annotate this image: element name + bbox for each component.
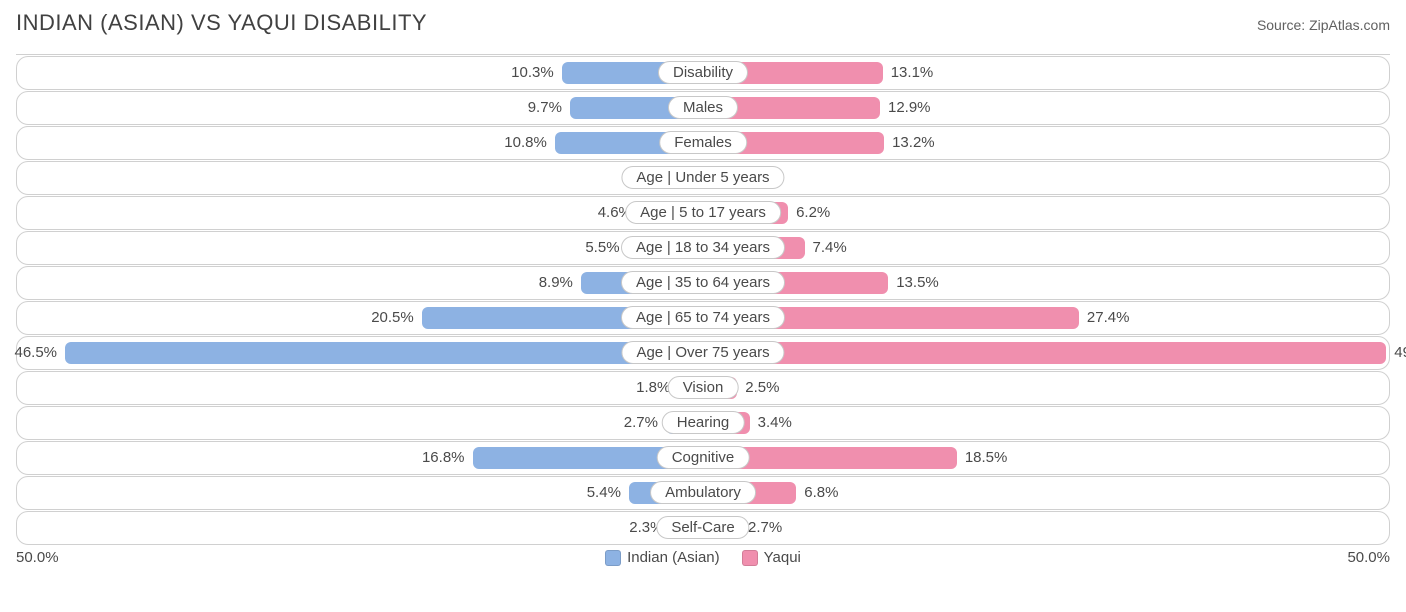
bar-right <box>703 342 1386 364</box>
category-label: Age | 18 to 34 years <box>621 236 785 259</box>
value-label-right: 18.5% <box>965 442 1008 476</box>
value-label-right: 49.8% <box>1394 337 1406 371</box>
value-label-right: 6.2% <box>796 197 830 231</box>
chart-row: 46.5%49.8%Age | Over 75 years <box>16 336 1390 370</box>
value-label-left: 9.7% <box>528 92 562 126</box>
value-label-right: 13.2% <box>892 127 935 161</box>
category-label: Cognitive <box>657 446 750 469</box>
value-label-left: 5.5% <box>585 232 619 266</box>
chart-rows: 10.3%13.1%Disability9.7%12.9%Males10.8%1… <box>16 54 1390 545</box>
legend-swatch-right <box>742 550 758 566</box>
chart-row: 8.9% 13.5% Age | 35 to 64 years <box>16 266 1390 300</box>
value-label-left: 5.4% <box>587 477 621 511</box>
category-label: Vision <box>668 376 739 399</box>
chart-row: 5.4% 6.8% Ambulatory <box>16 476 1390 510</box>
category-label: Age | 35 to 64 years <box>621 271 785 294</box>
value-label-left: 1.8% <box>636 372 670 406</box>
legend-swatch-left <box>605 550 621 566</box>
axis-right-max: 50.0% <box>1347 549 1390 566</box>
category-label: Ambulatory <box>650 481 756 504</box>
chart-row: 16.8% 18.5% Cognitive <box>16 441 1390 475</box>
value-label-left: 2.7% <box>624 407 658 441</box>
value-label-right: 3.4% <box>758 407 792 441</box>
category-label: Hearing <box>662 411 745 434</box>
category-label: Females <box>659 131 747 154</box>
value-label-left: 8.9% <box>539 267 573 301</box>
value-label-right: 27.4% <box>1087 302 1130 336</box>
category-label: Age | Under 5 years <box>621 166 784 189</box>
value-label-left: 10.3% <box>511 57 554 91</box>
chart-row: 10.3% 13.1% Disability <box>16 56 1390 90</box>
value-label-left: 46.5% <box>14 337 57 371</box>
value-label-left: 16.8% <box>422 442 465 476</box>
chart-header: INDIAN (ASIAN) VS YAQUI DISABILITY Sourc… <box>16 10 1390 36</box>
value-label-left: 10.8% <box>504 127 547 161</box>
value-label-right: 2.7% <box>748 512 782 546</box>
chart-title: INDIAN (ASIAN) VS YAQUI DISABILITY <box>16 10 427 36</box>
value-label-left: 20.5% <box>371 302 414 336</box>
axis-left-max: 50.0% <box>16 549 59 566</box>
category-label: Age | Over 75 years <box>621 341 784 364</box>
butterfly-chart: INDIAN (ASIAN) VS YAQUI DISABILITY Sourc… <box>0 0 1406 574</box>
chart-footer: 50.0% Indian (Asian) Yaqui 50.0% <box>16 549 1390 566</box>
category-label: Age | 65 to 74 years <box>621 306 785 329</box>
chart-row: 10.8% 13.2% Females <box>16 126 1390 160</box>
value-label-right: 13.5% <box>896 267 939 301</box>
value-label-right: 6.8% <box>804 477 838 511</box>
category-label: Self-Care <box>656 516 749 539</box>
value-label-right: 13.1% <box>891 57 934 91</box>
legend: Indian (Asian) Yaqui <box>605 549 801 566</box>
legend-item-left: Indian (Asian) <box>605 549 720 566</box>
category-label: Disability <box>658 61 748 84</box>
chart-row: 20.5% 27.4% Age | 65 to 74 years <box>16 301 1390 335</box>
legend-item-right: Yaqui <box>742 549 801 566</box>
legend-label-right: Yaqui <box>764 549 801 566</box>
chart-row: 2.7% 3.4% Hearing <box>16 406 1390 440</box>
chart-row: 4.6%6.2%Age | 5 to 17 years <box>16 196 1390 230</box>
category-label: Age | 5 to 17 years <box>625 201 781 224</box>
chart-row: 5.5% 7.4% Age | 18 to 34 years <box>16 231 1390 265</box>
value-label-right: 2.5% <box>745 372 779 406</box>
chart-row: 1.0%1.2%Age | Under 5 years <box>16 161 1390 195</box>
chart-row: 9.7% 12.9% Males <box>16 91 1390 125</box>
value-label-right: 7.4% <box>813 232 847 266</box>
chart-row: 1.8% 2.5% Vision <box>16 371 1390 405</box>
legend-label-left: Indian (Asian) <box>627 549 720 566</box>
bar-left <box>65 342 703 364</box>
chart-row: 2.3%2.7%Self-Care <box>16 511 1390 545</box>
value-label-right: 12.9% <box>888 92 931 126</box>
category-label: Males <box>668 96 738 119</box>
chart-source: Source: ZipAtlas.com <box>1257 17 1390 33</box>
